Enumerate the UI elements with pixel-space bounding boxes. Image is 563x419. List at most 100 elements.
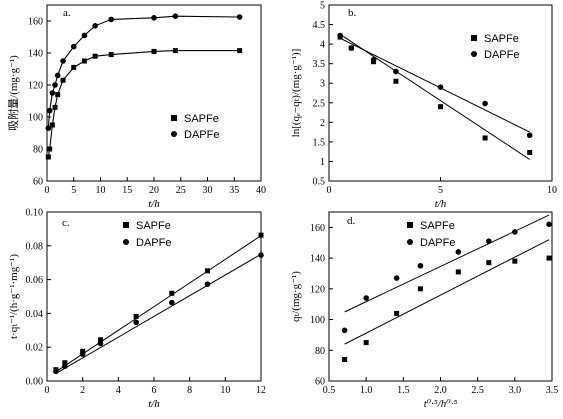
data-point — [62, 363, 68, 370]
y-tick-label: 4.5 — [313, 20, 326, 31]
x-tick-label: 0 — [45, 185, 50, 196]
y-tick-label: 3.5 — [313, 59, 326, 70]
data-point — [482, 135, 488, 141]
data-point — [108, 52, 114, 58]
data-point — [363, 340, 369, 346]
data-point — [45, 154, 51, 160]
x-tick-label: 2 — [80, 385, 85, 396]
x-tick-label: 5 — [438, 185, 443, 196]
data-point — [394, 310, 400, 316]
data-point — [393, 68, 399, 75]
legend-marker — [171, 115, 177, 121]
panel-1: 0 5 10 0.5 1 1.5 2 2.5 3 3.5 4 4.5 5 t/h ln[(qₑ−qₜ)/(m… — [290, 1, 557, 211]
data-point — [108, 16, 114, 23]
y-tick-label: 0.00 — [26, 377, 44, 388]
series-line — [47, 50, 240, 158]
legend-marker — [123, 239, 129, 245]
y-tick-label: 2 — [320, 118, 325, 129]
plot-frame — [328, 4, 553, 182]
y-tick-label: 1.5 — [313, 137, 326, 148]
data-point — [45, 125, 52, 131]
fit-line — [55, 253, 262, 374]
data-point — [70, 43, 77, 50]
x-tick-label: 35 — [229, 185, 239, 196]
series-DAPFe: DAPFe — [337, 32, 533, 139]
fit-line — [339, 33, 530, 160]
data-point — [71, 64, 77, 70]
data-point — [546, 255, 552, 261]
y-tick-label: 0.04 — [26, 309, 44, 320]
x-tick-label: 20 — [149, 185, 159, 196]
data-point — [237, 48, 243, 54]
data-point — [52, 104, 58, 110]
data-point — [133, 313, 139, 319]
data-point — [482, 100, 488, 107]
x-tick-label: 12 — [256, 385, 266, 396]
data-point — [49, 122, 55, 128]
data-point — [97, 340, 104, 347]
data-point — [55, 92, 61, 98]
x-tick-label: 10 — [220, 385, 230, 396]
data-point — [417, 286, 423, 292]
legend-label: SAPFe — [184, 113, 219, 125]
data-point — [363, 295, 369, 301]
x-tick-label: 2.5 — [471, 385, 484, 396]
legend-marker — [407, 222, 413, 228]
data-point — [79, 351, 86, 357]
y-tick-label: 1 — [320, 157, 325, 168]
x-tick-label: 3.5 — [546, 385, 559, 396]
x-tick-label: 25 — [176, 185, 186, 196]
x-tick-label: 2.0 — [434, 385, 447, 396]
legend-label: DAPFe — [136, 237, 171, 249]
y-axis-label: t·qₜ⁻¹/(h·g⁻¹·mg⁻¹) — [8, 254, 20, 339]
y-axis-label: ln[(qₑ−qₜ)/(mg·g⁻¹)] — [290, 49, 302, 138]
data-point — [417, 262, 424, 269]
x-tick-label: 5 — [71, 185, 76, 196]
y-tick-label: 3 — [320, 79, 325, 90]
y-tick-label: 60 — [315, 377, 325, 388]
y-tick-label: 2.5 — [313, 98, 326, 109]
data-point — [81, 32, 88, 39]
data-point — [151, 14, 157, 21]
data-point — [438, 104, 443, 110]
data-point — [172, 13, 179, 19]
data-point — [92, 53, 98, 59]
data-point — [60, 77, 66, 83]
x-axis-label: t/h — [148, 398, 160, 410]
data-point — [348, 45, 355, 51]
panel-label: c. — [62, 217, 70, 229]
fit-line — [344, 239, 550, 345]
panel-label: b. — [348, 7, 357, 19]
series-DAPFe: DAPFe — [53, 237, 264, 375]
fit-line — [339, 37, 530, 133]
data-point — [512, 229, 518, 235]
x-tick-label: 0 — [45, 385, 50, 396]
x-tick-label: 1.0 — [360, 385, 373, 396]
y-tick-label: 140 — [310, 254, 325, 265]
y-tick-label: 120 — [28, 81, 43, 92]
data-point — [169, 299, 175, 306]
legend-label: SAPFe — [420, 220, 455, 232]
data-point — [133, 319, 139, 326]
data-point — [455, 269, 461, 275]
series-line — [47, 15, 240, 129]
series-SAPFe: SAPFe — [45, 48, 243, 160]
panel-2: 0 2 4 6 8 10 12 0.00 0.02 0.04 0.06 0.08 0.10 t/h t·qₜ… — [8, 208, 266, 411]
x-tick-label: 8 — [187, 385, 192, 396]
y-tick-label: 160 — [310, 223, 325, 234]
x-tick-label: 10 — [96, 185, 106, 196]
data-point — [98, 337, 103, 343]
legend-label: DAPFe — [484, 49, 519, 61]
data-point — [204, 281, 211, 287]
data-point — [526, 132, 533, 139]
data-point — [236, 14, 243, 20]
plot-frame — [46, 4, 262, 182]
series-DAPFe: DAPFe — [45, 13, 243, 141]
data-point — [342, 356, 348, 362]
x-tick-label: 3.0 — [509, 385, 522, 396]
data-point — [53, 368, 59, 375]
series-DAPFe: DAPFe — [341, 214, 552, 334]
y-axis-label: 吸附量/(mg·g⁻¹) — [6, 55, 20, 131]
y-tick-label: 5 — [320, 1, 325, 12]
